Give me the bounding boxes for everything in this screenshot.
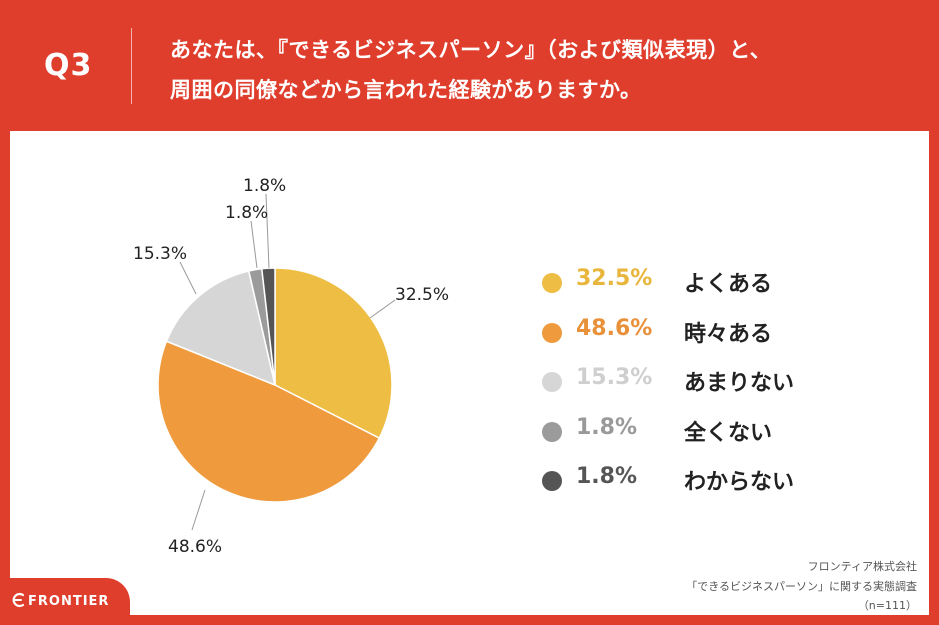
- question-title-line-1: あなたは、『できるビジネスパーソン』（および類似表現）と、: [170, 38, 772, 62]
- legend-label: 全くない: [684, 420, 773, 446]
- slice-rarely: [165, 270, 277, 387]
- legend-item: 48.6% 時々ある: [542, 315, 842, 347]
- brand-tab: [0, 578, 130, 625]
- legend-item: 1.8% わからない: [542, 464, 842, 495]
- footnote-sample-size: （n=111）: [857, 599, 917, 612]
- legend-value: 48.6%: [576, 315, 653, 341]
- leader-line: [265, 193, 270, 269]
- legend-item: 32.5% よくある: [542, 266, 842, 297]
- legend-label: よくある: [684, 272, 773, 297]
- legend-value: 1.8%: [576, 464, 638, 489]
- question-title-line-2: 周囲の同僚などから言われた経験がありますか。: [170, 78, 642, 102]
- frontier-logo-icon: [12, 592, 25, 608]
- legend-swatch: [542, 421, 562, 442]
- leader-line: [250, 220, 258, 269]
- pie-value-label: 48.6%: [168, 537, 223, 557]
- slice-often: [274, 267, 393, 440]
- leader-line: [369, 299, 396, 319]
- header-divider: [131, 28, 132, 104]
- pie-value-label: 1.8%: [225, 203, 269, 223]
- footnote-survey: 「できるビジネスパーソン」に関する実態調査: [686, 580, 917, 593]
- legend-swatch: [542, 273, 562, 293]
- legend-label: あまりない: [684, 371, 795, 396]
- legend-item: 1.8% 全くない: [542, 414, 842, 446]
- pie-value-label: 1.8%: [243, 176, 287, 196]
- legend-value: 1.8%: [576, 414, 638, 440]
- slice-sometimes: [157, 340, 381, 503]
- legend-swatch: [542, 471, 562, 491]
- header-bar: Q3 あなたは、『できるビジネスパーソン』（および類似表現）と、 周囲の同僚など…: [0, 0, 939, 131]
- legend-item: 15.3% あまりない: [542, 365, 842, 396]
- leader-line: [179, 261, 197, 295]
- legend-value: 15.3%: [576, 365, 653, 390]
- legend-swatch: [542, 372, 562, 392]
- legend-value: 32.5%: [576, 266, 653, 291]
- pie-value-label: 32.5%: [395, 285, 450, 305]
- pie-value-label: 15.3%: [133, 244, 188, 264]
- footnote-company: フロンティア株式会社: [807, 560, 917, 573]
- leader-line: [191, 489, 206, 531]
- legend-label: わからない: [684, 470, 795, 495]
- slice-unknown: [260, 267, 276, 386]
- question-number: Q3: [44, 48, 93, 83]
- legend-swatch: [542, 322, 562, 343]
- brand-name: FRONTIER: [28, 594, 110, 609]
- legend-label: 時々ある: [684, 321, 773, 347]
